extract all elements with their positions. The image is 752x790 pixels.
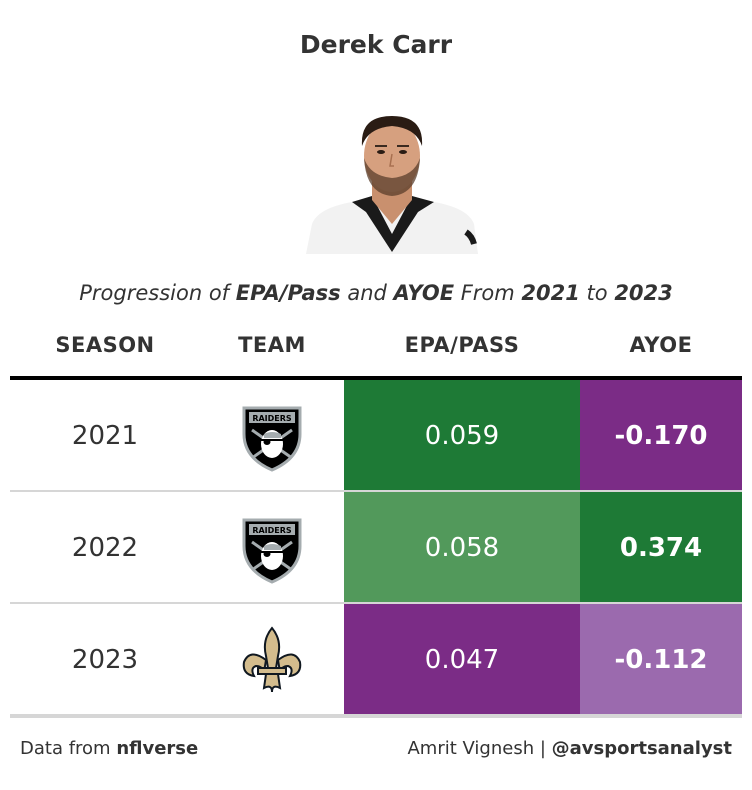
team-logo-cell: RAIDERS (200, 492, 344, 604)
svg-text:RAIDERS: RAIDERS (252, 526, 292, 535)
column-header-team: TEAM (238, 333, 306, 357)
season-cell: 2022 (71, 533, 139, 563)
svg-text:RAIDERS: RAIDERS (252, 414, 292, 423)
table-row: 2021 RAIDERS 0.059 -0.170 (10, 380, 742, 492)
team-logo-cell: RAIDERS (200, 380, 344, 492)
header-divider (10, 376, 742, 380)
subtitle-conj: and (340, 281, 394, 305)
subtitle: Progression of EPA/Pass and AYOE From 20… (0, 281, 752, 305)
table-bottom-divider (10, 714, 742, 718)
row-divider (10, 602, 742, 604)
season-cell: 2021 (71, 421, 139, 451)
ayoe-cell: -0.112 (580, 604, 742, 716)
source-prefix: Data from (20, 738, 117, 759)
subtitle-metric-epa: EPA/Pass (235, 281, 341, 305)
subtitle-metric-ayoe: AYOE (393, 281, 455, 305)
raiders-logo-icon: RAIDERS (242, 518, 302, 584)
author-name: Amrit Vignesh | (407, 738, 552, 759)
ayoe-cell: -0.170 (580, 380, 742, 492)
raiders-logo-icon: RAIDERS (242, 406, 302, 472)
subtitle-end-year: 2023 (614, 281, 673, 305)
table-row: 2023 0.047 -0.112 (10, 604, 742, 716)
subtitle-start-year: 2021 (521, 281, 580, 305)
season-cell: 2023 (71, 645, 139, 675)
epa-cell: 0.058 (344, 492, 580, 604)
subtitle-from: From (454, 281, 522, 305)
subtitle-prefix: Progression of (79, 281, 236, 305)
player-headshot (306, 112, 478, 254)
author-credit: Amrit Vignesh | @avsportsanalyst (407, 738, 732, 759)
column-header-epa: EPA/PASS (404, 333, 520, 357)
epa-cell: 0.047 (344, 604, 580, 716)
row-divider (10, 490, 742, 492)
epa-cell: 0.059 (344, 380, 580, 492)
column-header-season: SEASON (55, 333, 155, 357)
author-handle: @avsportsanalyst (551, 738, 732, 759)
table-row: 2022 RAIDERS 0.058 0.374 (10, 492, 742, 604)
source-name: nflverse (116, 738, 199, 759)
page-title: Derek Carr (299, 30, 453, 59)
ayoe-cell: 0.374 (580, 492, 742, 604)
saints-fleur-de-lis-icon (242, 626, 302, 693)
column-header-ayoe: AYOE (629, 333, 693, 357)
team-logo-cell (200, 604, 344, 716)
data-source-credit: Data from nflverse (20, 738, 198, 759)
subtitle-to: to (579, 281, 615, 305)
